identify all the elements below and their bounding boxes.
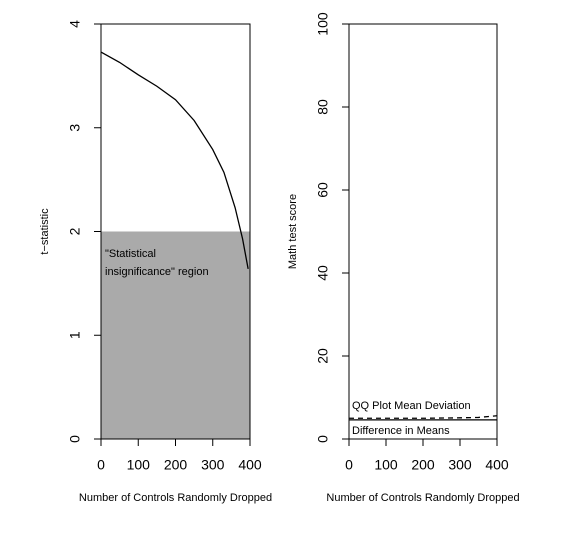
y-tick-label: 4 bbox=[67, 20, 83, 28]
x-axis-label: Number of Controls Randomly Dropped bbox=[326, 492, 519, 504]
x-tick-label: 400 bbox=[238, 457, 262, 473]
x-axis-label: Number of Controls Randomly Dropped bbox=[79, 492, 272, 504]
y-axis-label: t−statistic bbox=[39, 208, 51, 255]
x-tick-label: 100 bbox=[127, 457, 151, 473]
x-tick-label: 400 bbox=[485, 457, 509, 473]
shaded-region bbox=[101, 231, 250, 439]
plot-box bbox=[348, 23, 498, 440]
line bbox=[100, 51, 249, 269]
y-axis-label: Math test score bbox=[287, 194, 299, 269]
line-label: QQ Plot Mean Deviation bbox=[352, 400, 471, 412]
line bbox=[349, 415, 498, 419]
y-tick-label: 3 bbox=[67, 124, 83, 132]
y-tick-label: 40 bbox=[315, 265, 331, 281]
y-tick-label: 1 bbox=[67, 331, 83, 339]
y-tick-label: 60 bbox=[315, 182, 331, 198]
x-tick-label: 300 bbox=[201, 457, 225, 473]
x-tick-label: 0 bbox=[97, 457, 105, 473]
x-tick-label: 100 bbox=[374, 457, 398, 473]
x-tick-label: 200 bbox=[411, 457, 435, 473]
x-tick-label: 300 bbox=[448, 457, 472, 473]
y-tick-label: 80 bbox=[315, 99, 331, 115]
y-tick-label: 20 bbox=[315, 348, 331, 364]
x-tick-label: 0 bbox=[345, 457, 353, 473]
y-tick-label: 0 bbox=[315, 435, 331, 443]
annotation: "Statistical bbox=[105, 248, 156, 260]
line-label: Difference in Means bbox=[352, 425, 450, 437]
y-tick-label: 100 bbox=[315, 12, 331, 36]
annotation: insignificance" region bbox=[105, 266, 209, 278]
y-tick-label: 0 bbox=[67, 435, 83, 443]
y-tick-label: 2 bbox=[67, 227, 83, 235]
x-tick-label: 200 bbox=[164, 457, 188, 473]
